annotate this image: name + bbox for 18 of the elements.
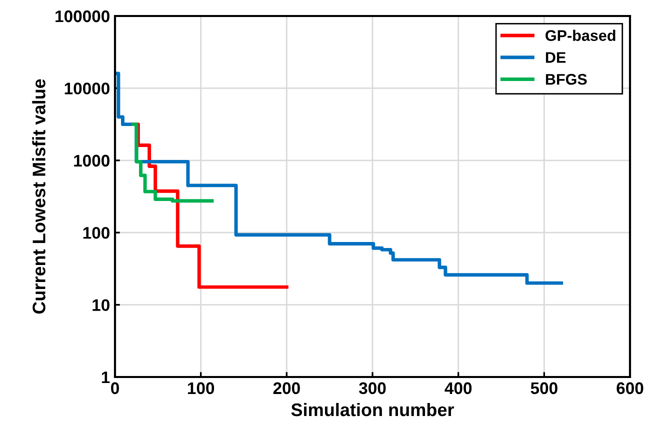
y-axis-title: Current Lowest Misfit value — [32, 79, 46, 314]
legend-label: DE — [546, 52, 566, 63]
x-tick-label: 400 — [444, 382, 472, 394]
y-tick-label: 10 — [92, 299, 110, 312]
x-tick-label: 600 — [616, 382, 644, 394]
legend-label: GP-based — [546, 30, 616, 41]
x-tick-label: 500 — [530, 382, 558, 394]
y-tick-label: 100000 — [56, 10, 110, 22]
x-tick-label: 100 — [188, 382, 214, 394]
x-tick-label: 200 — [273, 382, 300, 394]
x-tick-label: 0 — [111, 382, 119, 394]
y-tick-label: 100 — [83, 227, 110, 239]
y-tick-label: 1000 — [74, 154, 110, 167]
x-tick-label: 300 — [358, 382, 386, 394]
y-tick-label: 10000 — [64, 82, 110, 94]
y-tick-label: 1 — [102, 372, 110, 384]
x-axis-title: Simulation number — [291, 402, 454, 416]
legend-label: BFGS — [546, 74, 587, 85]
